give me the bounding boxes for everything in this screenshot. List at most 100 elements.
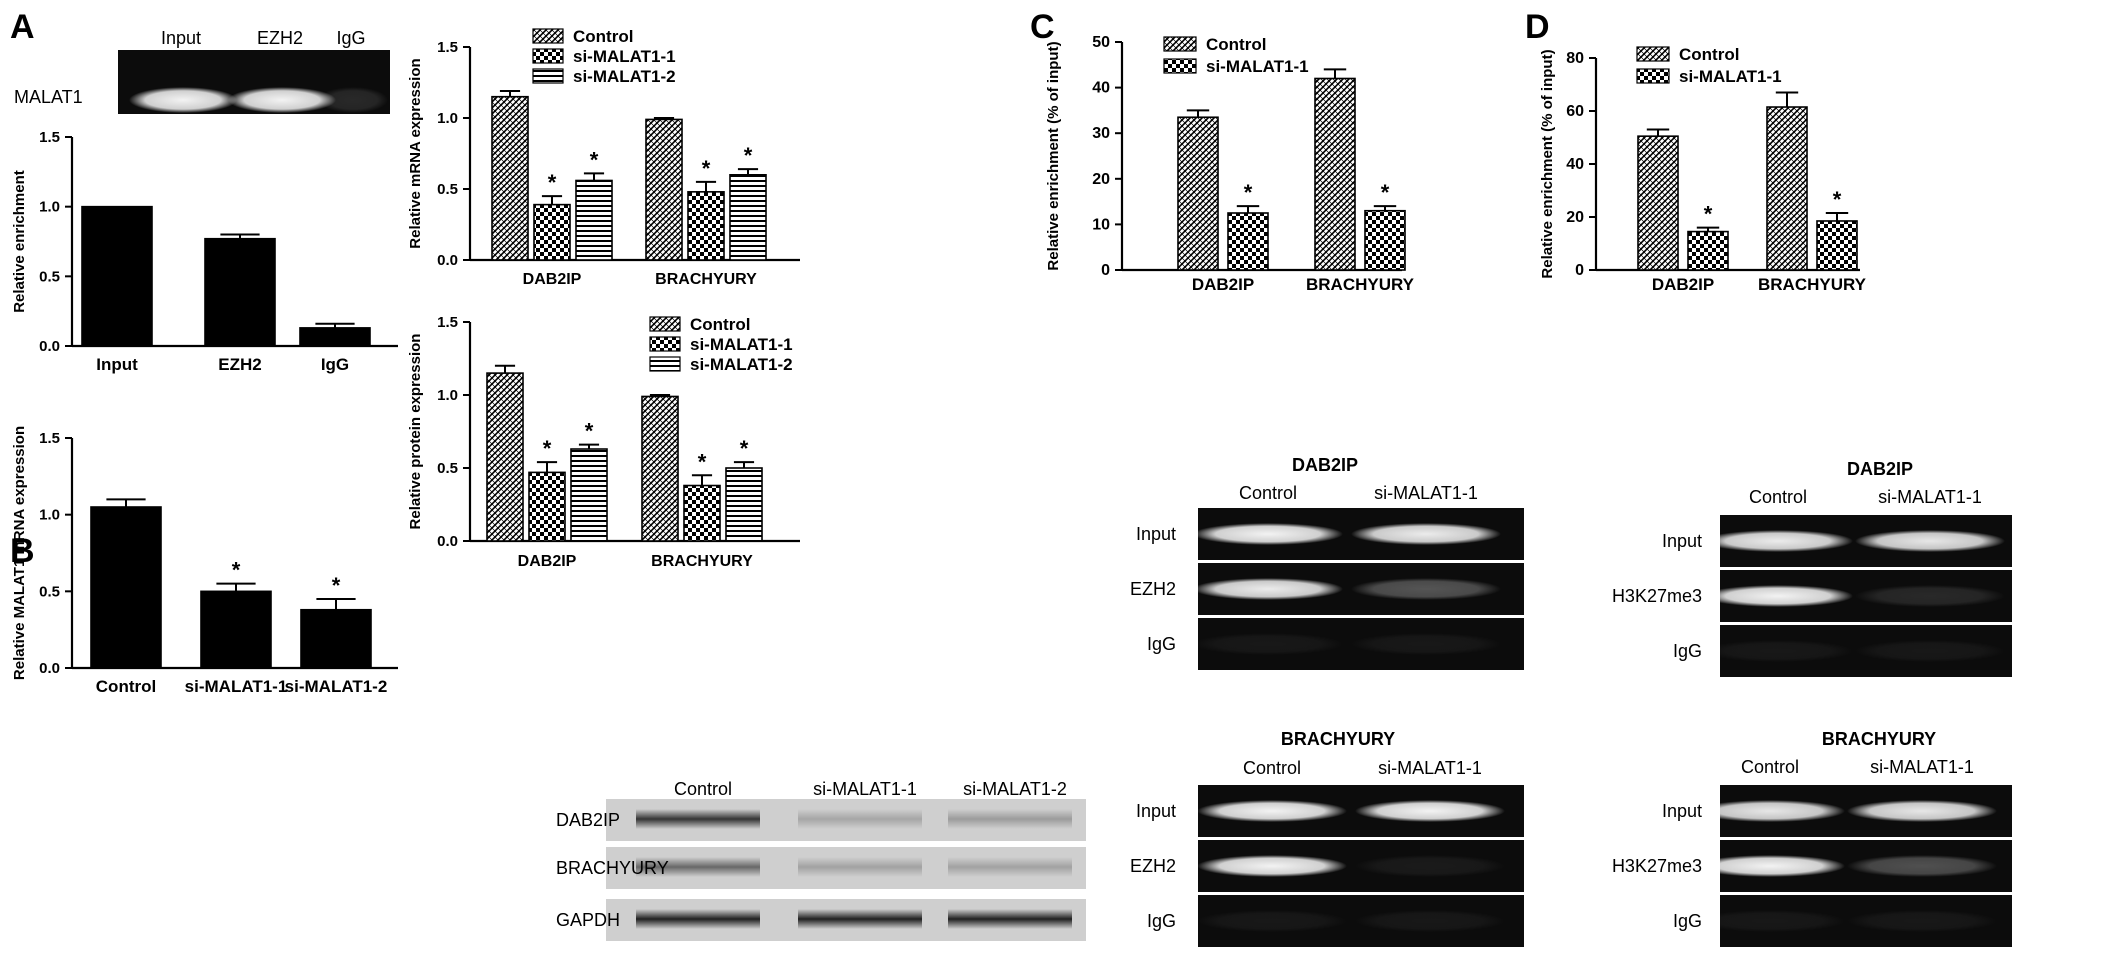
blot-band [948,809,1072,829]
blot-column-label: si-MALAT1-2 [963,779,1067,799]
legend-swatch [1636,68,1670,84]
significance-star: * [590,147,599,172]
gel-row-label: Input [1136,801,1176,821]
significance-star: * [543,436,552,461]
gel-band [1695,855,1845,877]
category-label: BRACHYURY [655,271,757,288]
chart-a-relative-enrichment: 0.0 0.5 1.0 1.5 Relative enrichment Input EZH2… [11,129,398,374]
category-label: DAB2IP [523,271,582,288]
category-label: si-MALAT1-1 [185,677,288,696]
y-tick-label: 10 [1092,216,1110,233]
significance-star: * [1833,187,1842,212]
chart-relative-mrna-expression: 0.0 0.5 1.0 1.5 Relative mRNA expression DAB2… [407,27,800,288]
gel-row-label: Input [1136,524,1176,544]
significance-star: * [232,558,241,583]
gel-band [1197,800,1347,822]
chart-c-enrichment: 0 10 20 30 40 50 Relative enrichment (% of inp… [1045,34,1415,294]
blot-column-label: Control [674,779,732,799]
chart-d-enrichment: 0 20 40 60 80 Relative enrichment (% of input… [1539,45,1867,294]
y-tick-label: 20 [1566,209,1584,226]
gel-band [1355,910,1505,932]
legend-label: si-MALAT1-1 [1206,57,1309,76]
gel-band [1355,800,1505,822]
y-tick-label: 60 [1566,103,1584,120]
bar [491,95,529,261]
bar [683,484,721,542]
gel-band [228,87,336,113]
blot-row-label: DAB2IP [556,810,620,830]
bar [1227,212,1269,271]
y-axis-label: Relative mRNA expression [407,58,424,248]
gel-band [1695,910,1845,932]
gel-column-label: Control [1239,483,1297,503]
legend-swatch [649,336,681,352]
panel-label-a: A [10,8,35,46]
gel-title: BRACHYURY [1281,729,1395,749]
gel-band [1695,800,1845,822]
y-tick-label: 0 [1575,262,1584,279]
gel-title: DAB2IP [1847,459,1913,479]
bar [687,191,725,261]
y-tick-label: 1.0 [437,110,458,127]
gel-column-label: si-MALAT1-1 [1870,757,1974,777]
y-tick-label: 1.0 [39,507,60,524]
gel-row-label: IgG [1147,911,1176,931]
gel-c-dab2ip: DAB2IP Control si-MALAT1-1 Input EZH2 IgG [1130,455,1524,670]
y-tick-label: 1.0 [437,387,458,404]
y-tick-label: 0.5 [39,583,60,600]
significance-star: * [698,449,707,474]
bar [533,203,571,261]
blot-band [798,857,922,877]
category-label: DAB2IP [1192,275,1254,294]
gel-band [1703,640,1853,662]
y-tick-label: 20 [1092,171,1110,188]
legend-swatch [532,28,564,44]
gel-band [1197,855,1347,877]
gel-column-label: IgG [336,28,365,48]
gel-band [1193,578,1343,600]
gel-band [1355,855,1505,877]
significance-star: * [744,143,753,168]
gel-band [1351,523,1501,545]
western-blot: Control si-MALAT1-1 si-MALAT1-2 DAB2IP BRACH… [556,779,1086,941]
blot-band [636,909,760,929]
y-axis-label: Relative enrichment (% of input) [1539,49,1556,278]
panel-label-b: B [10,532,35,570]
legend-label: si-MALAT1-1 [1679,67,1782,86]
legend-swatch [649,356,681,372]
gel-title: DAB2IP [1292,455,1358,475]
y-tick-label: 30 [1092,125,1110,142]
gel-d-dab2ip: DAB2IP Control si-MALAT1-1 Input H3K27me3 IgG [1612,459,2012,677]
panel-label-d: D [1525,8,1550,46]
category-label: BRACHYURY [1306,275,1415,294]
gel-column-label: si-MALAT1-1 [1374,483,1478,503]
category-label: DAB2IP [518,553,577,570]
significance-star: * [1704,202,1713,227]
blot-band [948,857,1072,877]
bar [81,205,153,347]
y-tick-label: 0.5 [39,268,60,285]
gel-band [1847,910,1997,932]
bar [1177,116,1219,271]
bar [299,327,371,347]
y-tick-label: 1.5 [39,129,60,146]
bar [90,506,162,669]
y-tick-label: 50 [1092,34,1110,51]
gel-d-brachyury: BRACHYURY Control si-MALAT1-1 Input H3K27me3… [1612,729,2012,947]
significance-star: * [702,156,711,181]
bar [729,174,767,261]
gel-row-label: EZH2 [1130,579,1176,599]
significance-star: * [740,436,749,461]
y-axis-label: Relative MALAT1 mRNA expression [11,426,28,680]
gel-band [1847,800,1997,822]
category-label: Control [96,677,156,696]
gel-band [1197,910,1347,932]
y-tick-label: 0.0 [39,660,60,677]
gel-row-label: Input [1662,801,1702,821]
bar [641,395,679,542]
gel-band [1855,530,2005,552]
significance-star: * [1244,180,1253,205]
y-tick-label: 0.5 [437,460,458,477]
bar [570,448,608,542]
legend-swatch [1636,46,1670,62]
